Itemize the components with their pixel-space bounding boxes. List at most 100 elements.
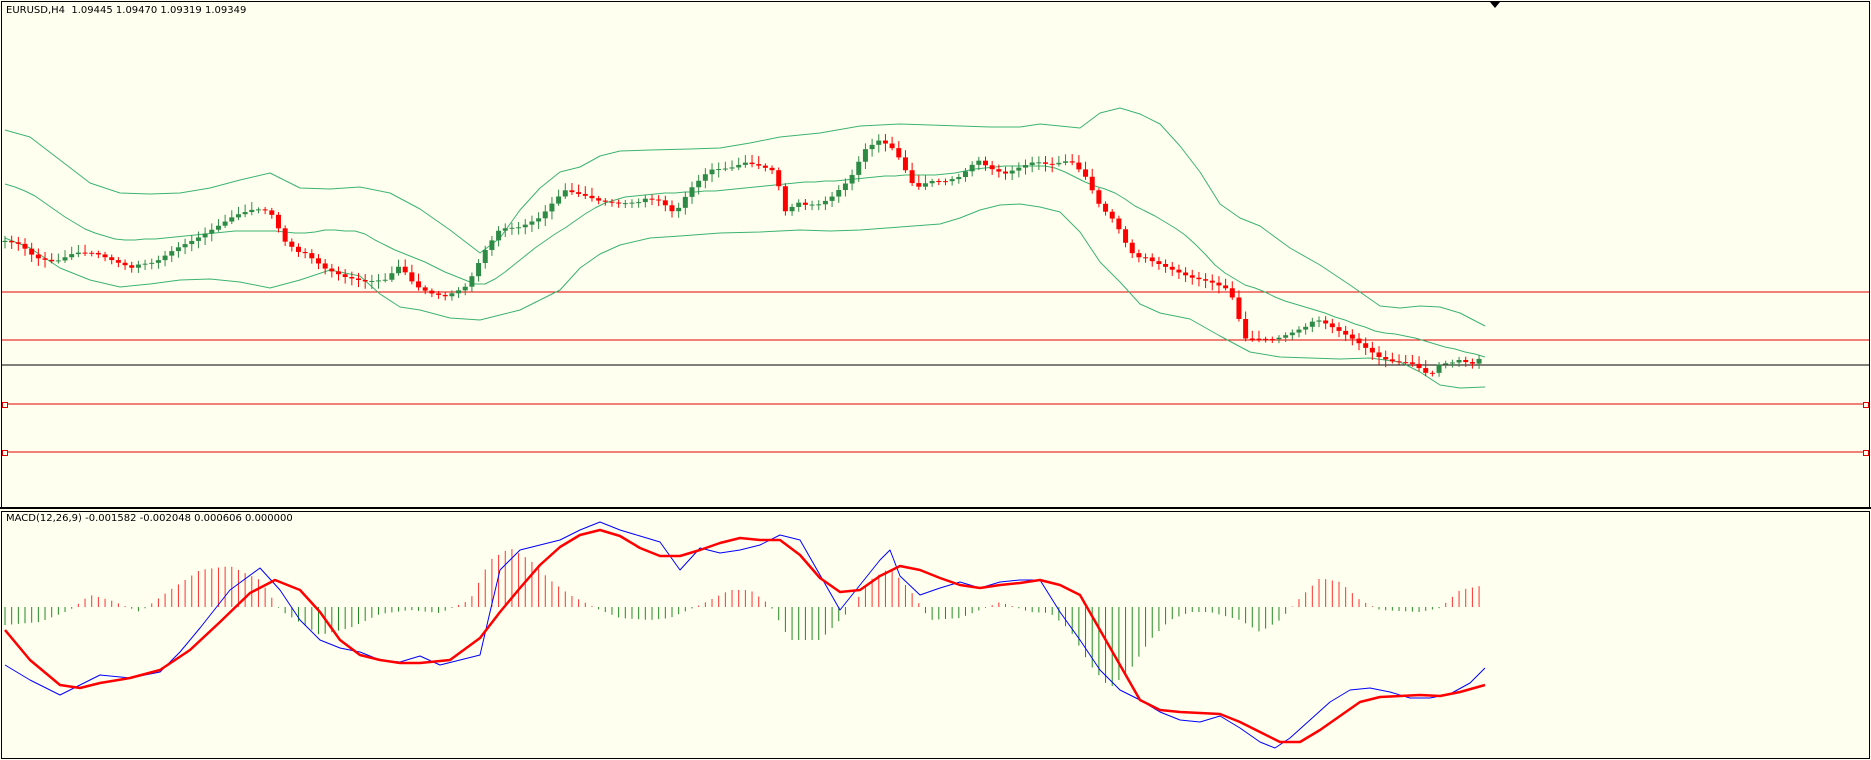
bear-candle-body [1203, 279, 1209, 281]
bear-candle-body [1343, 330, 1349, 335]
bull-candle-body [522, 224, 528, 228]
bull-candle-body [629, 202, 635, 204]
bull-candle-body [516, 227, 522, 229]
bull-candle-body [456, 290, 462, 294]
bull-candle-body [796, 202, 802, 207]
bear-candle-body [1409, 362, 1415, 364]
bear-candle-body [109, 257, 115, 261]
bear-candle-body [42, 258, 48, 260]
bear-candle-body [776, 170, 782, 187]
bollinger-upper-band [4, 107, 1486, 327]
bull-candle-body [1283, 335, 1289, 338]
bear-candle-body [349, 277, 355, 279]
bear-candle-body [916, 183, 922, 187]
bear-candle-body [362, 279, 368, 282]
level-line-handle[interactable] [2, 402, 8, 408]
bull-candle-body [235, 214, 241, 218]
bear-candle-body [596, 198, 602, 201]
bear-candle-body [1096, 190, 1102, 204]
bear-candle-body [769, 167, 775, 171]
bull-candle-body [1303, 326, 1309, 330]
bear-candle-body [589, 195, 595, 199]
bear-candle-body [749, 162, 755, 165]
bear-candle-body [1169, 266, 1175, 270]
bull-candle-body [182, 244, 188, 248]
bear-candle-body [1136, 253, 1142, 258]
bear-candle-body [402, 266, 408, 273]
bear-candle-body [609, 201, 615, 203]
bear-candle-body [82, 252, 88, 254]
bull-candle-body [1276, 337, 1282, 340]
bull-candle-body [155, 260, 161, 263]
level-line-handle[interactable] [2, 450, 8, 456]
bear-candle-body [576, 192, 582, 194]
bear-candle-body [295, 246, 301, 252]
bear-candle-body [1049, 163, 1055, 165]
bull-candle-body [202, 233, 208, 238]
bear-candle-body [669, 205, 675, 212]
bull-candle-body [862, 149, 868, 162]
bear-candle-body [1249, 338, 1255, 340]
bear-candle-body [1403, 362, 1409, 364]
bear-candle-body [1429, 372, 1435, 374]
bull-candle-body [789, 206, 795, 212]
bear-candle-body [9, 240, 15, 243]
bull-candle-body [1029, 162, 1035, 166]
bull-candle-body [502, 228, 508, 231]
bull-candle-body [1289, 332, 1295, 336]
bear-candle-body [1356, 338, 1362, 344]
bull-candle-body [1309, 321, 1315, 327]
bear-candle-body [656, 199, 662, 201]
bear-candle-body [1243, 318, 1249, 339]
bull-candle-body [369, 280, 375, 282]
bear-candle-body [662, 200, 668, 206]
bull-candle-body [135, 264, 141, 268]
bull-candle-body [949, 179, 955, 182]
bull-candle-body [496, 230, 502, 241]
bear-candle-body [1323, 320, 1329, 324]
bear-candle-body [1349, 334, 1355, 339]
bull-candle-body [1009, 170, 1015, 174]
bull-candle-body [542, 211, 548, 219]
bull-candle-body [2, 240, 8, 242]
bull-candle-body [229, 217, 235, 222]
bear-candle-body [49, 259, 55, 262]
bear-candle-body [569, 190, 575, 193]
bear-candle-body [302, 251, 308, 254]
bear-candle-body [35, 254, 41, 259]
bull-candle-body [716, 169, 722, 171]
bear-candle-body [309, 253, 315, 259]
bear-candle-body [1463, 359, 1469, 363]
bear-candle-body [329, 268, 335, 272]
bull-candle-body [956, 177, 962, 180]
bull-candle-body [396, 266, 402, 274]
bull-candle-body [382, 279, 388, 281]
level-line-handle[interactable] [1863, 402, 1869, 408]
bull-candle-body [876, 140, 882, 145]
chart-shift-marker[interactable] [1490, 2, 1500, 8]
level-line-handle[interactable] [1863, 450, 1869, 456]
bear-candle-body [422, 287, 428, 291]
macd-panel-frame [1, 511, 1870, 759]
bull-candle-body [242, 212, 248, 215]
price-panel-frame [1, 1, 1870, 508]
bear-candle-body [322, 263, 328, 269]
bull-candle-body [976, 160, 982, 165]
bear-candle-body [882, 140, 888, 144]
bear-candle-body [1156, 261, 1162, 264]
bear-candle-body [1396, 361, 1402, 363]
bull-candle-body [75, 252, 81, 255]
bull-candle-body [509, 227, 515, 229]
bear-candle-body [1043, 162, 1049, 164]
bull-candle-body [562, 190, 568, 197]
bear-candle-body [649, 198, 655, 200]
bear-candle-body [1123, 229, 1129, 243]
bear-candle-body [1163, 263, 1169, 267]
bear-candle-body [442, 294, 448, 297]
bear-candle-body [936, 181, 942, 183]
bull-candle-body [829, 196, 835, 201]
macd-panel-header: MACD(12,26,9) -0.001582 -0.002048 0.0006… [6, 513, 293, 524]
bear-candle-body [429, 290, 435, 294]
